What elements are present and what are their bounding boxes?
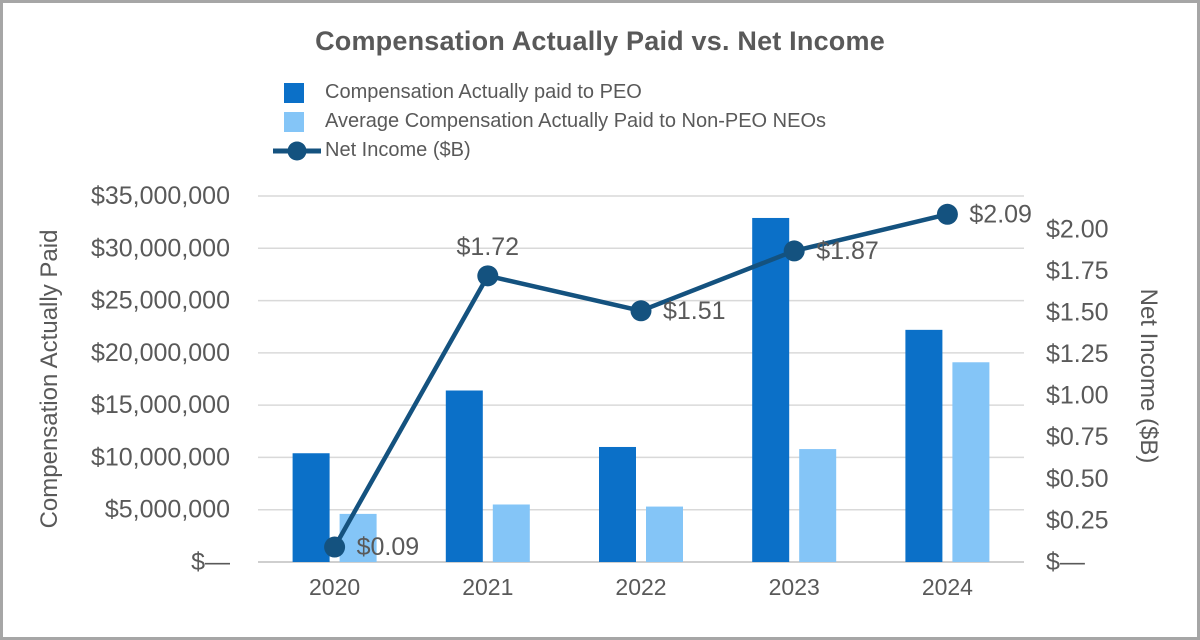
- x-axis-label: 2024: [922, 574, 973, 600]
- legend-item-peo: Compensation Actually paid to PEO: [272, 78, 826, 107]
- peo-bar-2020: [292, 453, 330, 562]
- left-axis-tick-label: $15,000,000: [91, 391, 230, 419]
- net-income-data-label: $1.87: [816, 237, 879, 265]
- chart-title: Compensation Actually Paid vs. Net Incom…: [315, 26, 885, 56]
- right-axis-tick-label: $1.50: [1046, 298, 1109, 326]
- legend-label-net-income: Net Income ($B): [325, 139, 471, 161]
- peo-bar-2024: [905, 329, 943, 562]
- peo-series-swatch-icon: [284, 82, 304, 103]
- left-axis-tick-label: $25,000,000: [91, 287, 230, 315]
- right-axis-tick-label: $1.25: [1046, 340, 1109, 368]
- right-axis-tick-label: $—: [1046, 548, 1085, 576]
- net-income-marker-2023: [783, 240, 805, 262]
- non-peo-bar-2020: [339, 513, 377, 562]
- non-peo-bar-2023: [799, 449, 837, 562]
- non-peo-bar-2024: [952, 362, 990, 562]
- right-axis-tick-label: $1.00: [1046, 382, 1109, 410]
- legend: Compensation Actually paid to PEO Averag…: [272, 78, 826, 165]
- x-axis-label: 2022: [615, 574, 666, 600]
- right-axis-title: Net Income ($B): [1135, 289, 1162, 464]
- non-peo-bar-2022: [646, 506, 683, 562]
- right-axis-tick-label: $1.75: [1046, 257, 1109, 285]
- x-axis-label: 2023: [769, 574, 820, 600]
- net-income-marker-2024: [936, 203, 958, 225]
- left-axis-tick-label: $20,000,000: [91, 339, 230, 367]
- net-income-marker-2021: [477, 265, 499, 287]
- right-axis-tick-label: $0.75: [1046, 423, 1109, 451]
- legend-label-non-peo: Average Compensation Actually Paid to No…: [325, 110, 826, 132]
- left-axis-tick-label: $5,000,000: [105, 496, 230, 524]
- net-income-marker-2020: [324, 536, 346, 558]
- right-axis-tick-label: $0.50: [1046, 465, 1109, 493]
- net-income-marker-2022: [630, 300, 652, 322]
- non-peo-bar-2021: [492, 504, 530, 562]
- peo-bar-2022: [599, 446, 636, 562]
- non-peo-series-swatch-icon: [284, 111, 304, 132]
- left-axis-tick-label: $30,000,000: [91, 234, 230, 262]
- net-income-data-label: $2.09: [969, 200, 1032, 228]
- right-axis-tick-label: $0.25: [1046, 506, 1109, 534]
- peo-bar-2023: [752, 217, 790, 562]
- x-axis-label: 2020: [309, 574, 360, 600]
- left-axis-title: Compensation Actually Paid: [36, 230, 63, 529]
- net-income-line-marker-icon: [273, 141, 321, 160]
- legend-item-net-income: Net Income ($B): [272, 136, 826, 165]
- net-income-data-label: $1.51: [663, 297, 726, 325]
- net-income-data-label: $0.09: [357, 533, 420, 561]
- x-axis-label: 2021: [462, 574, 513, 600]
- right-axis-tick-label: $2.00: [1046, 215, 1109, 243]
- left-axis-tick-label: $10,000,000: [91, 443, 230, 471]
- legend-label-peo: Compensation Actually paid to PEO: [325, 81, 642, 103]
- peo-bar-2021: [445, 390, 483, 562]
- net-income-data-label: $1.72: [457, 233, 520, 261]
- left-axis-tick-label: $35,000,000: [91, 182, 230, 210]
- legend-item-non-peo: Average Compensation Actually Paid to No…: [272, 107, 826, 136]
- plot-area: $0.09 $1.72 $1.51 $1.87 $2.09 $— $5,000,000 $10…: [36, 182, 1162, 600]
- left-axis-tick-label: $—: [191, 548, 230, 576]
